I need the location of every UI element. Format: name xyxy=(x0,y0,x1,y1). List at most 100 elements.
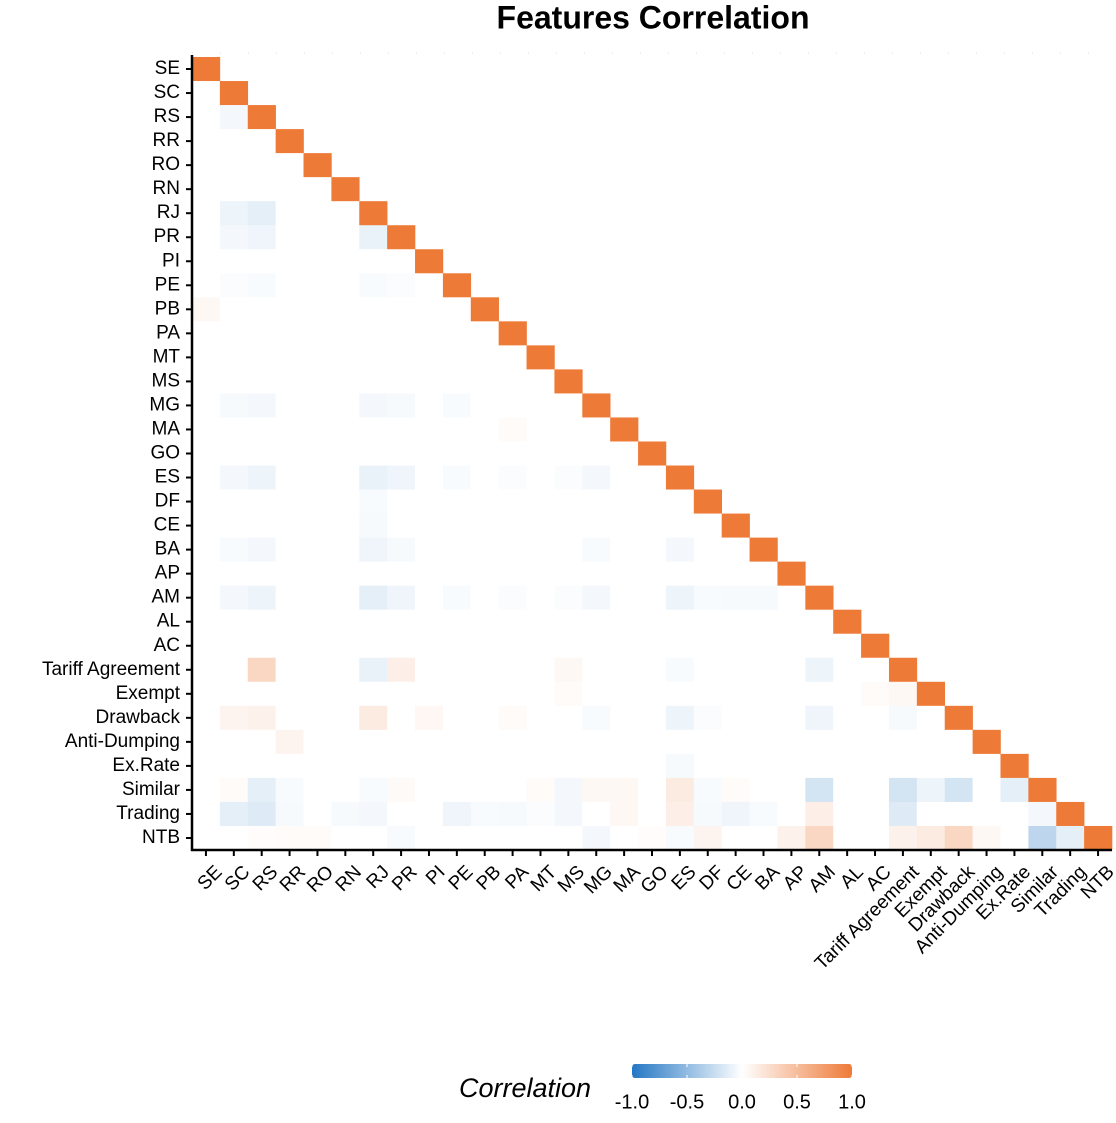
heatmap-cell xyxy=(442,369,472,394)
heatmap-cell xyxy=(415,537,444,562)
heatmap-cell xyxy=(498,537,527,562)
heatmap-cell xyxy=(554,513,583,538)
heatmap-cell xyxy=(944,753,973,779)
y-tick-label: AL xyxy=(157,611,180,632)
heatmap-cell xyxy=(693,633,722,659)
heatmap-cell xyxy=(693,489,722,514)
heatmap-cell xyxy=(582,441,611,466)
heatmap-cell xyxy=(888,801,918,827)
heatmap-cell xyxy=(1084,825,1113,851)
heatmap-cell xyxy=(192,153,221,178)
heatmap-cell xyxy=(275,465,304,490)
heatmap-cell xyxy=(442,657,472,683)
heatmap-cell xyxy=(554,753,583,779)
heatmap-cell xyxy=(638,537,667,562)
heatmap-cell xyxy=(331,297,360,322)
heatmap-cell xyxy=(192,537,221,562)
heatmap-cell xyxy=(526,753,555,779)
heatmap-cell xyxy=(219,801,249,827)
heatmap-cell xyxy=(247,225,276,250)
heatmap-cell xyxy=(749,777,778,803)
heatmap-cell xyxy=(247,489,276,514)
heatmap-cell xyxy=(470,369,499,394)
heatmap-cell xyxy=(470,609,499,635)
heatmap-cell xyxy=(805,825,834,851)
heatmap-cell xyxy=(610,777,639,803)
heatmap-cell xyxy=(219,345,249,370)
heatmap-cell xyxy=(777,825,806,851)
y-tick-label: RJ xyxy=(157,202,180,223)
heatmap-cell xyxy=(275,321,304,346)
y-tick-label: SC xyxy=(154,82,180,103)
heatmap-cell xyxy=(275,177,304,202)
heatmap-cell xyxy=(219,753,249,779)
heatmap-cell xyxy=(470,753,499,779)
y-tick-label: MS xyxy=(152,370,181,391)
heatmap-cell xyxy=(638,681,667,707)
heatmap-cell xyxy=(219,657,249,683)
heatmap-cell xyxy=(972,753,1001,779)
heatmap-cell xyxy=(303,537,332,562)
heatmap-cell xyxy=(498,465,527,490)
heatmap-cell xyxy=(833,681,862,707)
heatmap-cell xyxy=(359,657,388,683)
heatmap-cell xyxy=(331,465,360,490)
heatmap-cell xyxy=(721,801,750,827)
heatmap-cell xyxy=(219,249,249,274)
heatmap-cell xyxy=(387,369,416,394)
heatmap-cell xyxy=(554,729,583,755)
heatmap-cell xyxy=(247,369,276,394)
heatmap-cell xyxy=(275,633,304,659)
heatmap-cell xyxy=(303,801,332,827)
heatmap-cell xyxy=(303,297,332,322)
heatmap-cell xyxy=(944,777,973,803)
y-tick-label: Drawback xyxy=(96,707,181,728)
heatmap-cell xyxy=(888,729,918,755)
heatmap-cell xyxy=(359,393,388,418)
heatmap-cell xyxy=(610,441,639,466)
heatmap-cell xyxy=(275,585,304,610)
heatmap-cell xyxy=(526,441,555,466)
heatmap-cell xyxy=(582,609,611,635)
heatmap-cell xyxy=(192,369,221,394)
heatmap-cell xyxy=(861,705,890,731)
heatmap-cell xyxy=(861,633,890,659)
heatmap-cell xyxy=(777,705,806,731)
heatmap-cell xyxy=(582,513,611,538)
heatmap-cell xyxy=(247,105,276,130)
y-tick-label: DF xyxy=(155,491,180,512)
heatmap-cell xyxy=(219,777,249,803)
heatmap-cell xyxy=(247,321,276,346)
heatmap-cell xyxy=(610,753,639,779)
heatmap-cell xyxy=(247,129,276,154)
heatmap-cell xyxy=(275,753,304,779)
heatmap-cell xyxy=(861,825,890,851)
heatmap-cell xyxy=(387,705,416,731)
heatmap-cell xyxy=(192,633,221,659)
heatmap-cell xyxy=(219,681,249,707)
heatmap-cell xyxy=(303,321,332,346)
heatmap-cell xyxy=(470,489,499,514)
heatmap-cell xyxy=(498,705,527,731)
heatmap-cell xyxy=(554,585,583,610)
heatmap-cell xyxy=(665,489,695,514)
heatmap-cell xyxy=(526,609,555,635)
heatmap-cell xyxy=(972,777,1001,803)
heatmap-cell xyxy=(833,825,862,851)
heatmap-cell xyxy=(610,729,639,755)
heatmap-cell xyxy=(387,489,416,514)
heatmap-cell xyxy=(387,777,416,803)
x-tick-label: PI xyxy=(422,862,450,890)
heatmap-cell xyxy=(415,825,444,851)
heatmap-cell xyxy=(833,777,862,803)
heatmap-cell xyxy=(665,561,695,586)
heatmap-cell xyxy=(359,201,388,226)
heatmap-cell xyxy=(442,417,472,442)
heatmap-cell xyxy=(916,801,946,827)
heatmap-cell xyxy=(665,801,695,827)
heatmap-cell xyxy=(665,825,695,851)
heatmap-cell xyxy=(247,561,276,586)
heatmap-cell xyxy=(554,393,583,418)
heatmap-cell xyxy=(247,609,276,635)
